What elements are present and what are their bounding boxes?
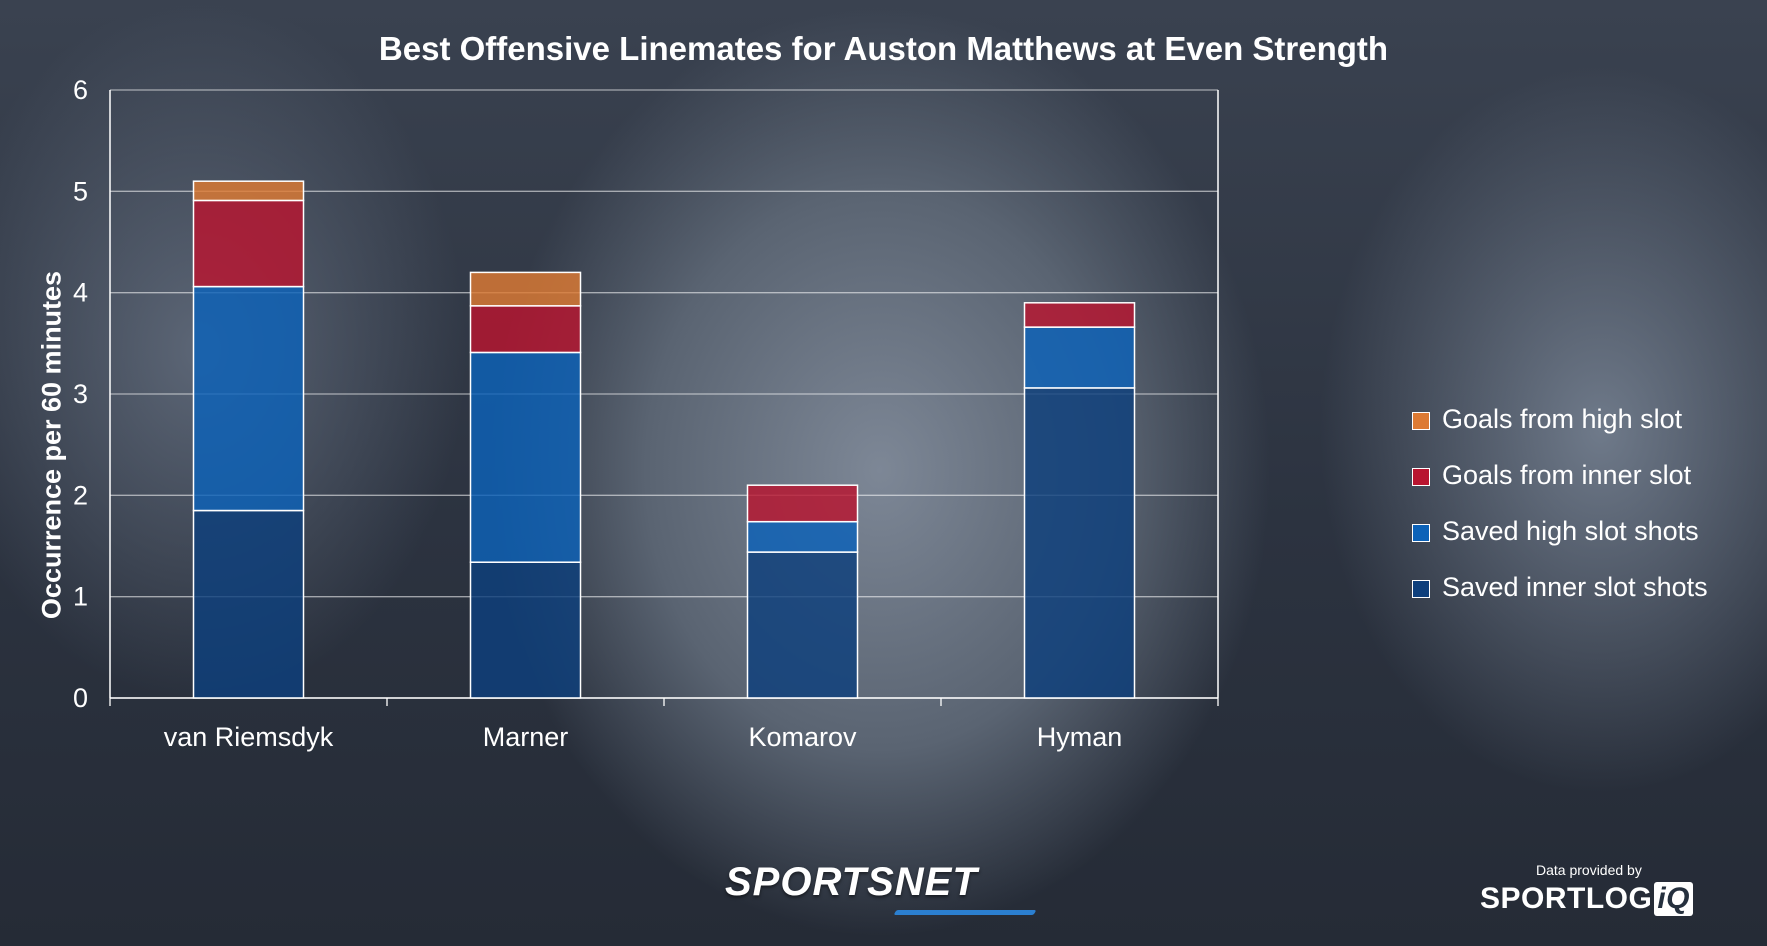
y-tick-label-5: 5 bbox=[73, 176, 88, 206]
legend-swatch bbox=[1412, 412, 1430, 430]
y-tick-label-4: 4 bbox=[73, 278, 88, 308]
x-tick-label-3: Hyman bbox=[1037, 722, 1123, 752]
bar-segment-2-1 bbox=[746, 520, 859, 553]
sportsnet-logo: SPORTSNET bbox=[725, 860, 978, 904]
bar-segment-2-2 bbox=[746, 484, 859, 523]
legend-label: Saved high slot shots bbox=[1442, 516, 1699, 546]
bar-segment-0-2 bbox=[192, 199, 305, 288]
x-tick-label-0: van Riemsdyk bbox=[164, 722, 334, 752]
bar-segment-1-1 bbox=[469, 351, 582, 563]
legend-label: Goals from high slot bbox=[1442, 404, 1683, 434]
legend-swatch bbox=[1412, 524, 1430, 542]
bar-segment-3-0 bbox=[1023, 387, 1136, 699]
bar-segment-2-0 bbox=[746, 551, 859, 699]
bar-segment-1-2 bbox=[469, 305, 582, 354]
sportlogiq-wordmark: SPORTLOG bbox=[1480, 882, 1653, 915]
x-tick-label-1: Marner bbox=[483, 722, 569, 752]
legend-swatch bbox=[1412, 580, 1430, 598]
sportlogiq-logo: SPORTLOG iQ bbox=[1480, 882, 1694, 916]
y-tick-label-2: 2 bbox=[73, 480, 88, 510]
sportsnet-swoosh bbox=[893, 910, 1037, 915]
y-tick-label-3: 3 bbox=[73, 379, 88, 409]
bar-segment-0-3 bbox=[192, 180, 305, 202]
bar-segment-0-1 bbox=[192, 285, 305, 512]
legend-swatch bbox=[1412, 468, 1430, 486]
y-tick-label-1: 1 bbox=[73, 582, 88, 612]
y-tick-label-6: 6 bbox=[73, 75, 88, 105]
legend-label: Saved inner slot shots bbox=[1442, 572, 1708, 602]
data-credit-text: Data provided by bbox=[1536, 862, 1642, 878]
bar-segment-1-3 bbox=[469, 271, 582, 307]
y-tick-label-0: 0 bbox=[73, 683, 88, 713]
sportlogiq-iq-mark: iQ bbox=[1654, 882, 1694, 916]
x-tick-label-2: Komarov bbox=[748, 722, 857, 752]
legend-label: Goals from inner slot bbox=[1442, 460, 1692, 490]
bar-segment-1-0 bbox=[469, 561, 582, 699]
bar-segment-3-1 bbox=[1023, 326, 1136, 389]
chart-title: Best Offensive Linemates for Auston Matt… bbox=[378, 30, 1389, 67]
bar-segment-3-2 bbox=[1023, 302, 1136, 328]
bar-segment-0-0 bbox=[192, 509, 305, 699]
